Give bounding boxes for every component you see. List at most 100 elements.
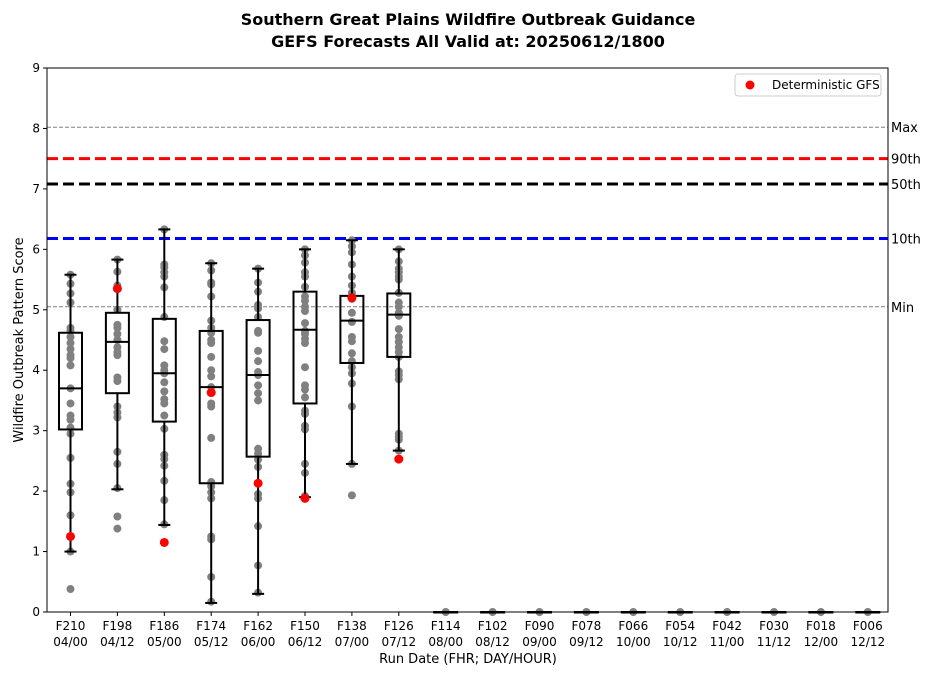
x-tick-label-day-hour: 11/00 [710, 635, 745, 649]
member-point [66, 345, 75, 354]
member-point [301, 319, 309, 328]
x-tick-label-day-hour: 09/00 [522, 635, 557, 649]
x-tick-label-day-hour: 06/00 [241, 635, 276, 649]
box-iqr [198, 329, 224, 485]
x-tick-label-fhr: F078 [571, 619, 601, 633]
member-point [301, 296, 309, 305]
deterministic-gfs-point [66, 531, 75, 541]
y-tick-label: 0 [32, 605, 40, 619]
member-point [66, 399, 75, 408]
x-tick-label-fhr: F162 [243, 619, 273, 633]
reference-label-50th: 50th [891, 178, 921, 193]
member-point [207, 366, 216, 375]
x-tick-label-fhr: F090 [525, 619, 555, 633]
member-point [113, 377, 122, 386]
y-tick-label: 4 [32, 363, 40, 377]
x-tick-label-fhr: F006 [853, 619, 883, 633]
x-tick-label-day-hour: 07/00 [335, 635, 370, 649]
member-point [254, 396, 263, 405]
member-point [394, 302, 403, 311]
x-tick-label-fhr: F138 [337, 619, 367, 633]
y-tick-label: 8 [32, 121, 40, 135]
member-point [347, 337, 356, 346]
reference-label-10th: 10th [891, 232, 921, 247]
legend-label: Deterministic GFS [772, 78, 880, 92]
member-point [66, 585, 75, 594]
reference-label-90th: 90th [891, 153, 921, 168]
member-point [254, 328, 263, 337]
x-tick-label-fhr: F114 [431, 619, 461, 633]
x-tick-label-day-hour: 09/12 [569, 635, 604, 649]
deterministic-gfs-point [112, 284, 122, 294]
deterministic-gfs-point [159, 537, 169, 547]
y-tick-label: 3 [32, 424, 40, 438]
x-tick-label-fhr: F186 [149, 619, 179, 633]
member-point [347, 491, 356, 500]
box-iqr [245, 319, 271, 458]
member-point [113, 323, 122, 332]
x-tick-label-day-hour: 12/00 [804, 635, 839, 649]
x-tick-label-fhr: F066 [618, 619, 648, 633]
member-point [301, 339, 309, 348]
member-point [160, 345, 169, 354]
member-point [160, 399, 169, 408]
x-tick-label-day-hour: 10/12 [663, 635, 698, 649]
y-tick-label: 5 [32, 303, 40, 317]
x-tick-label-fhr: F198 [102, 619, 132, 633]
plot-area: Max 90th 50th 10th Min 0 1 2 3 4 5 6 7 8 9 F210 04/00 F19… [32, 61, 921, 649]
y-tick-label: 7 [32, 182, 40, 196]
member-point [207, 339, 216, 348]
deterministic-gfs-point [394, 454, 404, 464]
y-tick-label: 9 [32, 61, 40, 75]
x-tick-label-day-hour: 07/12 [382, 635, 417, 649]
x-tick-label-fhr: F126 [384, 619, 414, 633]
member-point [113, 512, 122, 521]
x-tick-label-fhr: F054 [665, 619, 695, 633]
member-point [301, 385, 309, 394]
member-point [301, 363, 309, 372]
box-iqr [104, 311, 130, 395]
legend-box [734, 73, 882, 97]
member-point [301, 306, 309, 315]
member-point [207, 372, 216, 381]
member-point [347, 349, 356, 358]
x-tick-label-day-hour: 04/00 [53, 635, 88, 649]
deterministic-gfs-point [253, 478, 263, 488]
member-point [207, 402, 216, 411]
member-point [160, 387, 169, 396]
x-axis-label: Run Date (FHR; DAY/HOUR) [379, 652, 557, 667]
member-point [394, 325, 403, 334]
member-point [113, 351, 122, 360]
member-point [254, 381, 263, 390]
member-point [207, 352, 216, 361]
member-point [207, 433, 216, 442]
y-axis-label: Wildfire Outbreak Pattern Score [12, 237, 27, 442]
member-point [66, 332, 75, 341]
box-iqr [292, 290, 318, 405]
deterministic-gfs-point [206, 388, 216, 398]
chart-title: Southern Great Plains Wildfire Outbreak … [241, 10, 696, 29]
x-tick-label-day-hour: 05/12 [194, 635, 229, 649]
member-point [66, 354, 75, 363]
member-point [160, 411, 169, 420]
x-tick-label-day-hour: 11/12 [757, 635, 792, 649]
y-tick-label: 2 [32, 484, 40, 498]
member-point [160, 378, 169, 387]
reference-label-max: Max [891, 121, 918, 136]
box-iqr [58, 331, 83, 431]
box-iqr [386, 292, 412, 358]
member-point [394, 311, 403, 320]
box-iqr [151, 317, 177, 423]
y-tick-label: 1 [32, 545, 40, 559]
x-tick-label-fhr: F030 [759, 619, 789, 633]
x-tick-label-day-hour: 08/12 [475, 635, 510, 649]
member-point [66, 361, 75, 370]
member-point [254, 346, 263, 355]
legend-marker [745, 80, 755, 90]
member-point [254, 357, 263, 366]
member-point [113, 329, 122, 338]
x-tick-label-fhr: F210 [56, 619, 86, 633]
x-tick-label-day-hour: 08/00 [428, 635, 463, 649]
